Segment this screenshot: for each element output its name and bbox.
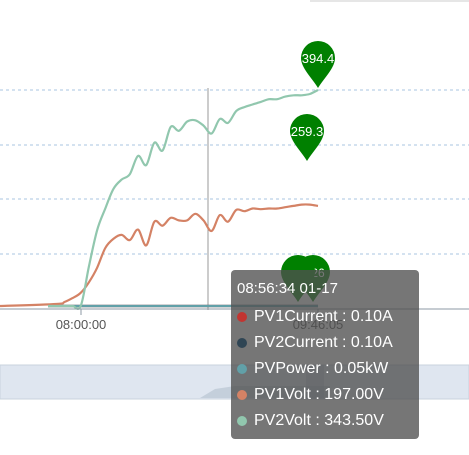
- tooltip-text: PV2Volt : 343.50V: [254, 412, 384, 429]
- series-dot-pv1current: [237, 312, 247, 322]
- mark-point-pv2volt: 394.4: [301, 41, 335, 88]
- mark-point-pv1volt: 259.3: [290, 114, 324, 161]
- series-line-pv2volt: [48, 89, 319, 310]
- chart-grid: [0, 89, 469, 255]
- marker-pin-shape: [301, 41, 335, 88]
- tooltip-row-pv2volt: PV2Volt : 343.50V: [237, 408, 419, 434]
- tooltip-text: PV1Current : 0.10A: [254, 308, 393, 325]
- series-dot-pv1volt: [237, 390, 247, 400]
- top-bar: [0, 0, 469, 14]
- series-dot-pv2current: [237, 338, 247, 348]
- tooltip-row-pv1volt: PV1Volt : 197.00V: [237, 382, 419, 408]
- chart-tooltip: 08:56:34 01-17 PV1Current : 0.10A PV2Cur…: [231, 270, 419, 439]
- x-tick-label: 08:00:00: [56, 317, 107, 332]
- marker-pin-label: 394.4: [302, 51, 335, 66]
- tooltip-text: PV1Volt : 197.00V: [254, 386, 384, 403]
- tooltip-row-pvpower: PVPower : 0.05kW: [237, 356, 419, 382]
- marker-pin-label: 259.3: [291, 124, 324, 139]
- series-dot-pvpower: [237, 364, 247, 374]
- tooltip-row-pv1current: PV1Current : 0.10A: [237, 304, 419, 330]
- marker-pin-shape: [290, 114, 324, 161]
- top-bar-divider: [310, 0, 469, 2]
- series-line-pv1volt: [0, 203, 319, 308]
- tooltip-title: 08:56:34 01-17: [237, 280, 338, 297]
- series-dot-pv2volt: [237, 416, 247, 426]
- tooltip-text: PVPower : 0.05kW: [254, 360, 389, 377]
- tooltip-row-pv2current: PV2Current : 0.10A: [237, 330, 419, 356]
- tooltip-text: PV2Current : 0.10A: [254, 334, 393, 351]
